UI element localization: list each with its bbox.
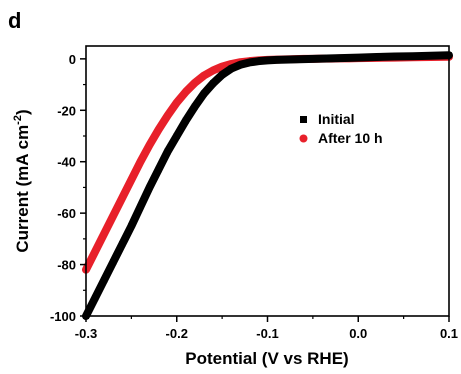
series-line-initial: [82, 51, 453, 320]
plot-area: [82, 51, 453, 320]
x-tick-label: -0.2: [166, 326, 188, 341]
point-initial-23: [291, 56, 298, 63]
point-initial-29: [346, 54, 353, 61]
y-axis: 0 -20 -40 -60 -80 -100: [50, 52, 86, 324]
point-initial-6: [137, 203, 144, 210]
point-initial-34: [427, 52, 434, 59]
point-after-1: [92, 248, 99, 255]
point-initial-22: [282, 56, 289, 63]
x-tick-label: -0.3: [75, 326, 97, 341]
point-initial-1: [92, 295, 99, 301]
y-tick-label: -100: [50, 309, 76, 324]
y-tick-label: 0: [69, 52, 76, 67]
point-after-4: [119, 194, 126, 201]
point-after-8: [155, 126, 162, 133]
point-initial-18: [246, 59, 253, 66]
point-initial-21: [273, 56, 280, 63]
point-after-9: [164, 112, 171, 119]
point-initial-13: [200, 90, 207, 97]
point-after-6: [137, 158, 144, 165]
point-after-15: [219, 63, 226, 70]
point-after-7: [146, 142, 153, 148]
point-after-12: [191, 79, 198, 86]
point-initial-16: [228, 65, 235, 72]
x-tick-label: 0.1: [440, 326, 458, 341]
point-initial-15: [219, 71, 226, 78]
point-initial-31: [373, 54, 380, 61]
point-initial-17: [237, 61, 244, 68]
point-initial-32: [391, 53, 398, 60]
panel-label: d: [8, 8, 21, 33]
legend-marker-initial: [300, 116, 307, 123]
plot-frame: [85, 45, 450, 317]
point-initial-27: [328, 55, 335, 62]
point-initial-3: [110, 259, 117, 265]
point-initial-7: [146, 184, 153, 191]
x-tick-label: 0.0: [349, 326, 367, 341]
point-after-13: [200, 72, 207, 79]
point-initial-10: [173, 133, 180, 139]
y-axis-label-main: Current (mA cm: [13, 125, 32, 253]
point-initial-11: [182, 117, 189, 124]
y-tick-label: -60: [57, 206, 76, 221]
point-initial-5: [128, 223, 135, 229]
x-axis-label: Potential (V vs RHE): [185, 349, 348, 368]
point-after-3: [110, 212, 117, 219]
point-initial-14: [210, 80, 217, 87]
y-tick-label: -40: [57, 155, 76, 170]
point-after-2: [101, 230, 108, 237]
point-initial-8: [155, 166, 162, 173]
y-tick-label: -20: [57, 103, 76, 118]
point-initial-25: [309, 55, 316, 62]
point-initial-28: [337, 55, 344, 62]
y-axis-label-end: ): [13, 109, 32, 115]
legend-label-after: After 10 h: [318, 130, 383, 146]
y-tick-label: -80: [57, 258, 76, 273]
point-initial-19: [255, 58, 262, 65]
y-axis-label: Current (mA cm-2): [12, 109, 32, 252]
point-initial-9: [164, 148, 171, 155]
legend-label-initial: Initial: [318, 111, 355, 127]
point-initial-20: [264, 57, 271, 64]
point-initial-33: [409, 53, 416, 60]
point-initial-30: [355, 54, 362, 61]
point-initial-2: [101, 277, 108, 283]
point-initial-26: [318, 55, 325, 62]
point-initial-4: [119, 241, 126, 247]
point-initial-12: [191, 103, 198, 110]
point-after-11: [182, 88, 189, 95]
y-axis-label-sup: -2: [12, 115, 24, 125]
legend-marker-after: [299, 134, 308, 143]
x-tick-label: -0.1: [256, 326, 278, 341]
point-initial-24: [300, 56, 307, 63]
x-axis: -0.3 -0.2 -0.1 0.0 0.1: [75, 316, 458, 341]
point-after-14: [210, 67, 217, 74]
point-after-10: [173, 99, 180, 106]
point-after-5: [128, 176, 135, 183]
legend: Initial After 10 h: [299, 111, 383, 146]
